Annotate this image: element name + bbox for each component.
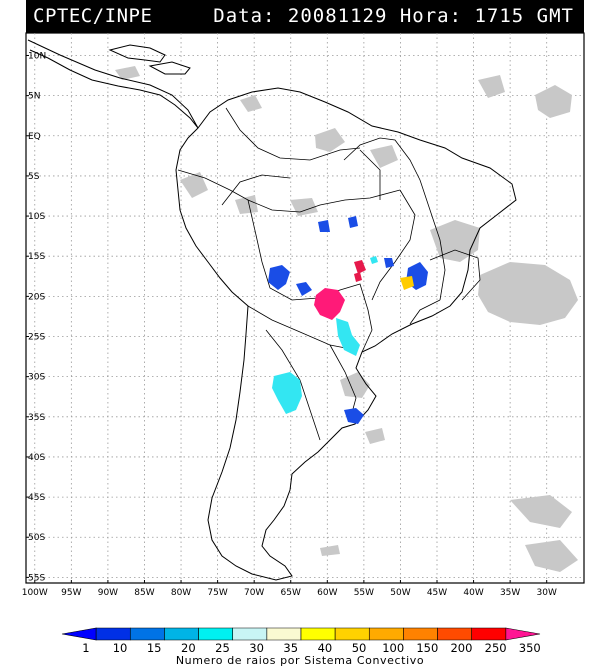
lat-tick-label: 25S: [28, 333, 45, 343]
lon-tick-label: 45W: [427, 588, 447, 598]
colorbar-label: 200: [450, 641, 472, 655]
colorbar-swatch: [266, 627, 302, 641]
colorbar-label: 350: [519, 641, 541, 655]
colorbar-swatch: [164, 627, 199, 641]
lat-tick-label: 10N: [28, 51, 46, 61]
lon-tick-label: 55W: [354, 588, 374, 598]
lon-tick-label: 60W: [317, 588, 337, 598]
lon-tick-label: 75W: [207, 588, 227, 598]
lat-tick-label: EQ: [28, 132, 41, 142]
longitude-labels: 100W 95W 90W 85W 80W 75W 70W 65W 60W 55W 50W 45W 40W…: [22, 580, 557, 598]
colorbar-label: 30: [249, 641, 264, 655]
lat-tick-label: 30S: [28, 373, 45, 383]
colorbar-swatch: [95, 627, 131, 641]
colorbar-swatch: [300, 627, 336, 641]
colorbar-swatch: [129, 627, 165, 641]
colorbar-swatch: [198, 627, 234, 641]
lon-tick-label: 85W: [134, 588, 154, 598]
colorbar-swatch: [232, 627, 268, 641]
lat-tick-label: 55S: [28, 573, 45, 583]
lat-tick-label: 10S: [28, 212, 45, 222]
lon-tick-label: 35W: [500, 588, 520, 598]
lon-tick-label: 65W: [281, 588, 301, 598]
colorbar-label: 100: [382, 641, 404, 655]
lat-tick-label: 5S: [28, 172, 40, 182]
colorbar-title: Numero de raios por Sistema Convectivo: [175, 654, 425, 667]
lon-tick-label: 40W: [463, 588, 483, 598]
colorbar-label: 250: [485, 641, 507, 655]
colorbar-swatch: [471, 627, 507, 641]
colorbar-swatch: [61, 627, 97, 641]
latitude-labels: 10N 5N EQ 5S 10S 15S 20S 25S 30S 35S 40S 45S 50S 55S: [26, 51, 46, 583]
central-america-outline: [27, 39, 199, 129]
lat-tick-label: 15S: [28, 252, 45, 262]
country-borders: [177, 107, 481, 441]
colorbar-label: 10: [113, 641, 128, 655]
lon-tick-label: 30W: [537, 588, 557, 598]
colorbar-swatch: [505, 627, 541, 641]
colorbar-swatch: [368, 627, 404, 641]
colorbar-label: 150: [416, 641, 438, 655]
lon-tick-label: 90W: [98, 588, 118, 598]
lightning-systems: [268, 216, 428, 424]
lon-tick-label: 70W: [244, 588, 264, 598]
lat-tick-label: 40S: [28, 453, 45, 463]
lon-tick-label: 95W: [61, 588, 81, 598]
lon-tick-label: 50W: [390, 588, 410, 598]
lat-tick-label: 50S: [28, 533, 45, 543]
colorbar-label: 1: [82, 641, 89, 655]
source-label: CPTEC/INPE: [33, 5, 153, 27]
colorbar-swatch: [403, 627, 438, 641]
continent-outline: [175, 87, 517, 581]
lat-tick-label: 45S: [28, 493, 45, 503]
colorbar-swatch: [437, 627, 473, 641]
colorbar-label: 35: [283, 641, 298, 655]
colorbar-label: 50: [352, 641, 367, 655]
colorbar-label: 40: [318, 641, 333, 655]
lon-tick-label: 80W: [171, 588, 191, 598]
lat-tick-label: 5N: [28, 92, 40, 102]
colorbar-swatch: [334, 627, 370, 641]
lon-tick-label: 100W: [22, 588, 48, 598]
map-header: CPTEC/INPE Data: 20081129 Hora: 1715 GMT: [26, 0, 584, 33]
colorbar-label: 15: [147, 641, 162, 655]
date-time-stamp: Data: 20081129 Hora: 1715 GMT: [213, 5, 574, 27]
lat-tick-label: 20S: [28, 292, 45, 302]
colorbar-label: 25: [215, 641, 230, 655]
lat-tick-label: 35S: [28, 413, 45, 423]
colorbar-label: 20: [181, 641, 196, 655]
